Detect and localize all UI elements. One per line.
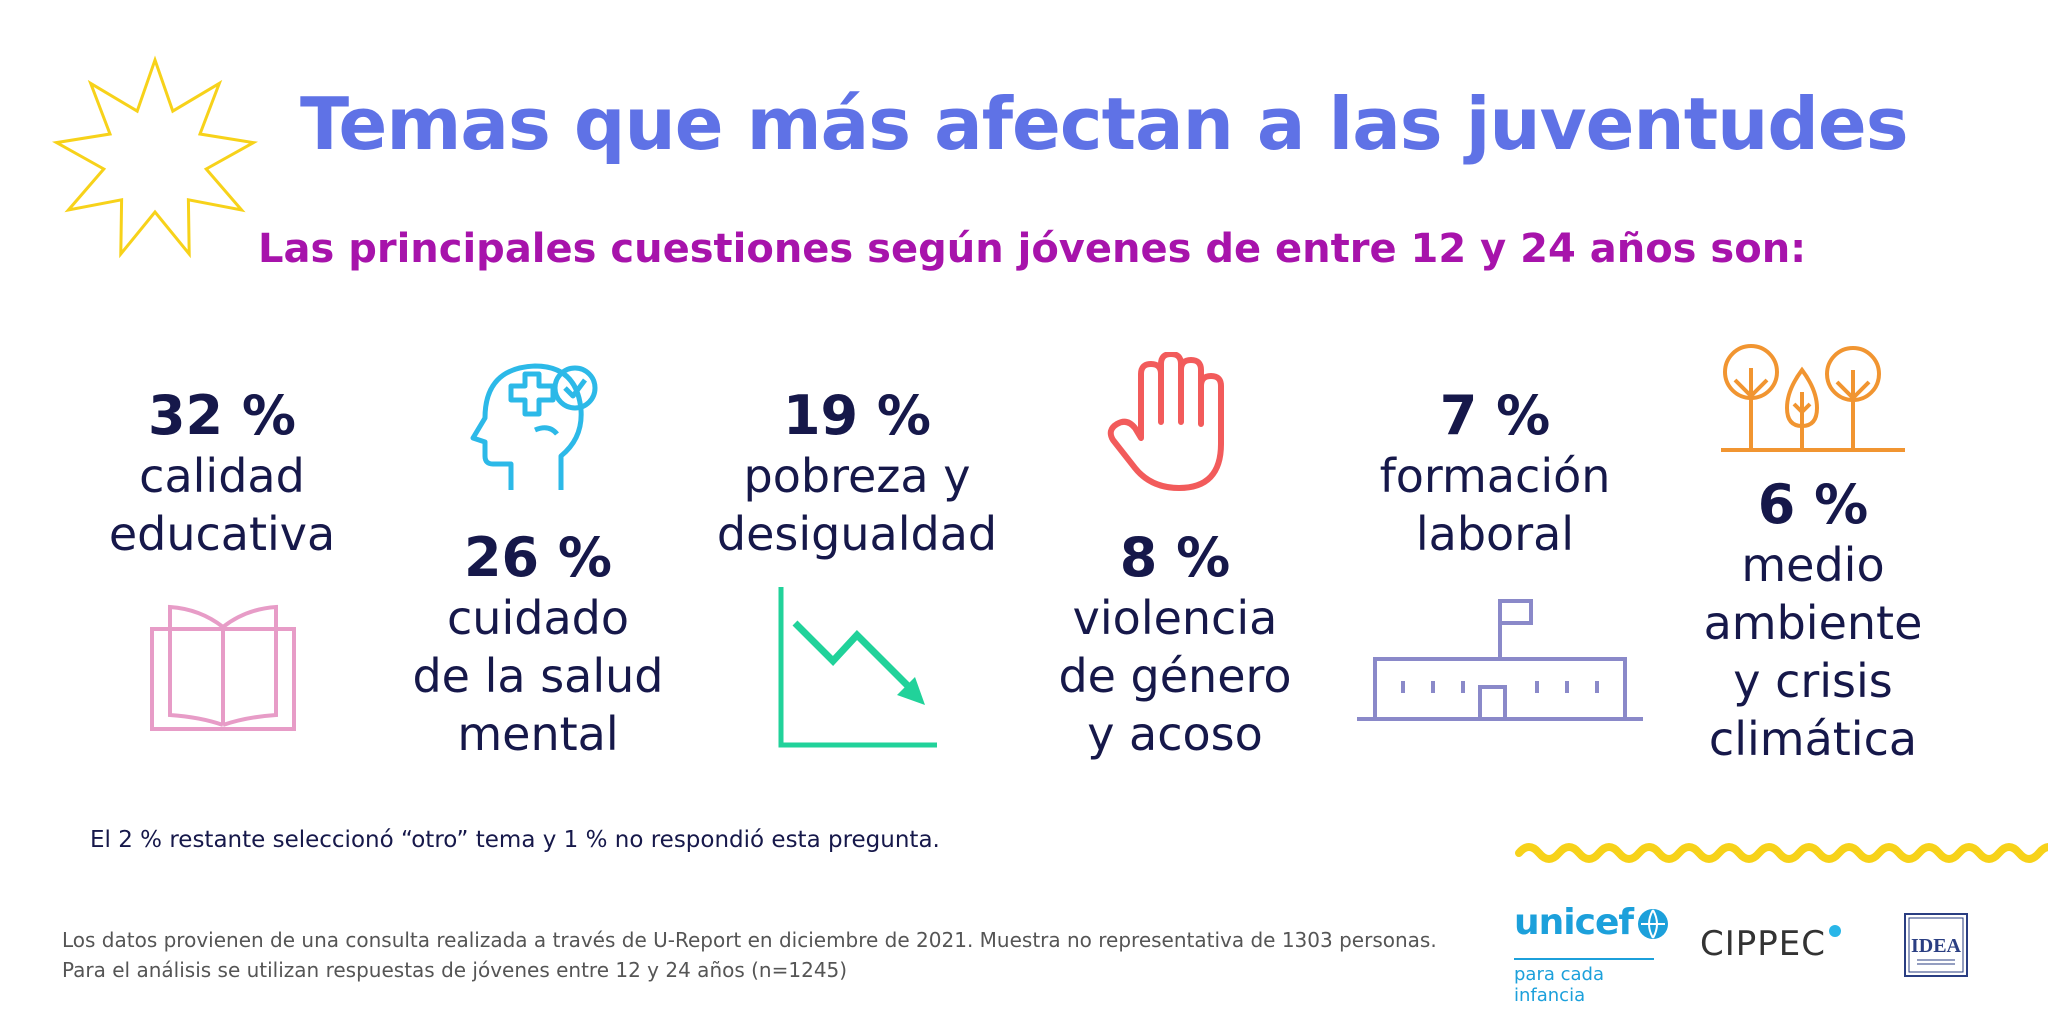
stat-label-line: calidad [139, 449, 305, 503]
declining-chart-icon [778, 587, 937, 748]
cippec-logo: CIPPEC [1700, 924, 1842, 964]
stat-percent: 32 % [147, 384, 297, 447]
stat-medio-ambiente: 6 % medio ambiente y crisis climática [1663, 474, 1963, 768]
stat-calidad-educativa: 32 % calidad educativa [72, 385, 372, 563]
stat-label-line: cuidado [447, 591, 629, 645]
idea-logo: IDEA [1904, 913, 1968, 977]
book-icon [150, 604, 296, 731]
stat-label-line: de género [1058, 649, 1292, 703]
stat-label-line: de la salud [412, 649, 664, 703]
stat-label-line: violencia [1072, 591, 1278, 645]
stat-salud-mental: 26 % cuidado de la salud mental [388, 527, 688, 763]
stat-formacion-laboral: 7 % formación laboral [1345, 385, 1645, 563]
source-note: Los datos provienen de una consulta real… [62, 925, 1462, 985]
unicef-tagline: para cada infancia [1514, 958, 1654, 1006]
stat-violencia-genero: 8 % violencia de género y acoso [1025, 527, 1325, 763]
stat-label-line: formación [1379, 449, 1611, 503]
unicef-logo: unicef [1514, 902, 1671, 943]
wave-decoration-icon [1515, 843, 2048, 863]
page-subtitle: Las principales cuestiones según jóvenes… [258, 226, 1807, 272]
cippec-dot-icon [1829, 925, 1841, 937]
stat-label-line: pobreza y [743, 449, 971, 503]
page-title: Temas que más afectan a las juventudes [300, 82, 1909, 166]
stat-label-line: ambiente [1703, 596, 1923, 650]
stat-percent: 19 % [782, 384, 932, 447]
stat-percent: 7 % [1439, 384, 1551, 447]
source-line: Los datos provienen de una consulta real… [62, 928, 1437, 952]
stat-label-line: desigualdad [716, 507, 998, 561]
stat-label-line: educativa [108, 507, 336, 561]
svg-text:IDEA: IDEA [1911, 935, 1962, 957]
stat-label-line: y acoso [1087, 707, 1263, 761]
stat-percent: 26 % [463, 526, 613, 589]
stat-label-line: medio [1741, 538, 1885, 592]
school-building-icon [1357, 599, 1643, 721]
stat-label-line: mental [457, 707, 619, 761]
stop-hand-icon [1107, 352, 1224, 491]
stat-percent: 8 % [1119, 526, 1231, 589]
stat-pobreza-desigualdad: 19 % pobreza y desigualdad [707, 385, 1007, 563]
stat-label-line: climática [1708, 712, 1918, 766]
footnote: El 2 % restante seleccionó “otro” tema y… [90, 827, 940, 853]
stat-label-line: laboral [1415, 507, 1575, 561]
mental-health-head-icon [470, 363, 598, 490]
globe-icon [1638, 909, 1669, 939]
star-icon [51, 55, 259, 259]
trees-icon [1721, 344, 1905, 452]
stat-percent: 6 % [1757, 473, 1869, 536]
stat-label-line: y crisis [1733, 654, 1893, 708]
source-line: Para el análisis se utilizan respuestas … [62, 958, 848, 982]
